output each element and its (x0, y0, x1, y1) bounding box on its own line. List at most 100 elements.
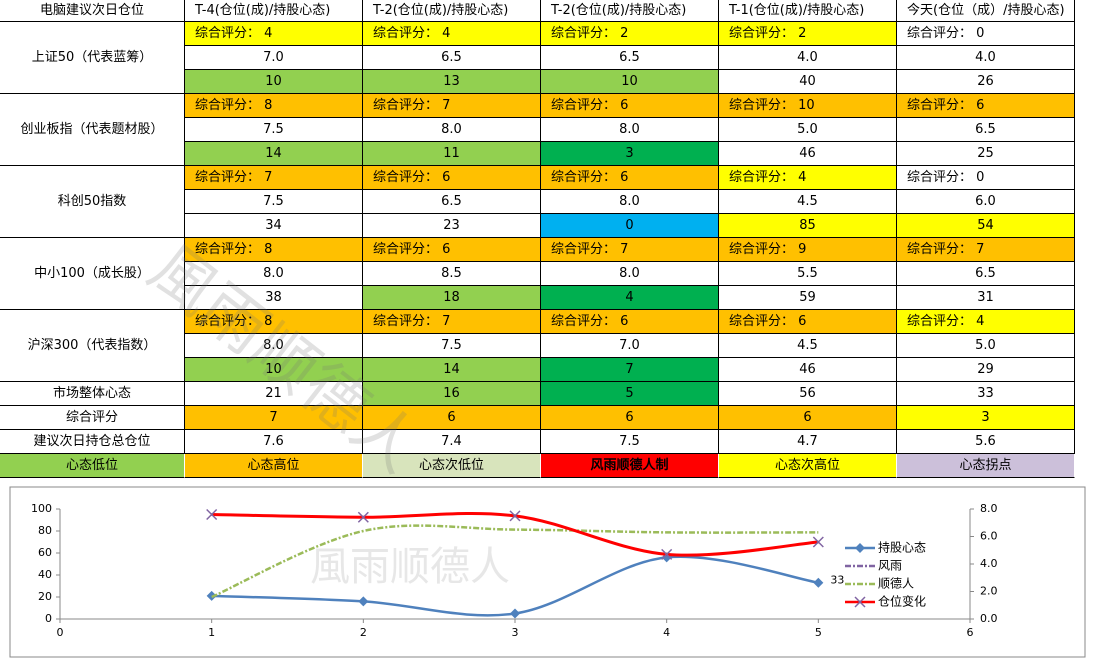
score-cell: 综合评分： 8 (185, 238, 363, 262)
text: 综合评分： (551, 314, 617, 329)
position-cell: 6.5 (363, 46, 541, 70)
position-cell: 7.0 (541, 334, 719, 358)
score-cell: 综合评分： 7 (541, 238, 719, 262)
row-label: 科创50指数 (0, 166, 185, 238)
summary-cell: 5.6 (897, 430, 1075, 454)
y-tick-label: 0 (45, 612, 52, 625)
y-tick-label: 40 (38, 568, 52, 581)
position-cell: 8.0 (541, 262, 719, 286)
summary-cell: 56 (719, 382, 897, 406)
x-tick-label: 0 (57, 626, 64, 639)
series-line (211, 511, 819, 557)
header-cell: 电脑建议次日仓位 (0, 0, 185, 22)
text: 4 (442, 26, 451, 41)
text: 8 (264, 98, 273, 113)
row-label: 上证50（代表蓝筹） (0, 22, 185, 94)
summary-cell: 16 (363, 382, 541, 406)
mood-cell: 25 (897, 142, 1075, 166)
x-tick-label: 5 (815, 626, 822, 639)
text: 6 (976, 98, 985, 113)
mood-cell: 0 (541, 214, 719, 238)
text: 6 (620, 314, 629, 329)
text: 6 (442, 170, 451, 185)
text: 综合评分： (907, 314, 973, 329)
mood-cell: 26 (897, 70, 1075, 94)
text: 8 (264, 242, 273, 257)
marker (206, 590, 217, 601)
mood-cell: 40 (719, 70, 897, 94)
mood-cell: 7 (541, 358, 719, 382)
text: 综合评分： (373, 98, 439, 113)
text: 4 (264, 26, 273, 41)
text: 10 (798, 98, 815, 113)
mood-cell: 10 (185, 358, 363, 382)
text: 综合评分： (195, 242, 261, 257)
position-cell: 7.5 (185, 118, 363, 142)
marker (509, 510, 521, 522)
position-cell: 7.5 (363, 334, 541, 358)
series-line (211, 524, 819, 599)
score-cell: 综合评分： 0 (897, 22, 1075, 46)
position-cell: 4.0 (897, 46, 1075, 70)
x-tick-label: 6 (967, 626, 974, 639)
text: 综合评分： (195, 314, 261, 329)
position-cell: 6.0 (897, 190, 1075, 214)
header-cell: T-2(仓位(成)/持股心态) (541, 0, 719, 22)
mood-cell: 31 (897, 286, 1075, 310)
chart-frame (9, 486, 1086, 658)
mood-cell: 46 (719, 142, 897, 166)
position-cell: 5.0 (719, 118, 897, 142)
data-label: 33 (830, 574, 844, 587)
position-cell: 8.0 (363, 118, 541, 142)
mood-cell: 14 (185, 142, 363, 166)
mood-cell: 3 (541, 142, 719, 166)
text: 综合评分： (907, 98, 973, 113)
text: 综合评分： (907, 242, 973, 257)
position-cell: 8.0 (541, 190, 719, 214)
score-cell: 综合评分： 6 (363, 238, 541, 262)
mood-cell: 14 (363, 358, 541, 382)
row-label: 创业板指（代表题材股） (0, 94, 185, 166)
y2-tick-label: 0.0 (980, 612, 998, 625)
position-cell: 8.0 (541, 118, 719, 142)
legend-cell: 心态次低位 (363, 454, 541, 478)
mood-cell: 4 (541, 286, 719, 310)
text: 6 (620, 170, 629, 185)
legend-cell: 心态低位 (0, 454, 185, 478)
text: 综合评分： (373, 170, 439, 185)
text: 综合评分： (729, 170, 795, 185)
text: 综合评分： (195, 26, 261, 41)
mood-cell: 85 (719, 214, 897, 238)
legend-cell: 风雨顺德人制 (541, 454, 719, 478)
marker (357, 511, 369, 523)
score-cell: 综合评分： 6 (541, 166, 719, 190)
text: 6 (620, 98, 629, 113)
text: 4 (798, 170, 807, 185)
text: 综合评分： (551, 98, 617, 113)
position-cell: 8.0 (185, 334, 363, 358)
score-cell: 综合评分： 7 (897, 238, 1075, 262)
text: 7 (976, 242, 985, 257)
row-label: 中小100（成长股） (0, 238, 185, 310)
marker (813, 577, 824, 588)
summary-cell: 7 (185, 406, 363, 430)
legend-label: 持股心态 (878, 540, 926, 555)
text: 2 (620, 26, 629, 41)
summary-cell: 3 (897, 406, 1075, 430)
score-cell: 综合评分： 4 (185, 22, 363, 46)
mood-cell: 54 (897, 214, 1075, 238)
score-cell: 综合评分： 6 (897, 94, 1075, 118)
text: 综合评分： (551, 242, 617, 257)
legend-label: 仓位变化 (878, 594, 926, 609)
score-cell: 综合评分： 9 (719, 238, 897, 262)
mood-cell: 34 (185, 214, 363, 238)
summary-cell: 7.5 (541, 430, 719, 454)
score-cell: 综合评分： 2 (719, 22, 897, 46)
text: 0 (976, 170, 985, 185)
mood-cell: 46 (719, 358, 897, 382)
score-cell: 综合评分： 6 (541, 310, 719, 334)
mood-cell: 59 (719, 286, 897, 310)
row-label: 沪深300（代表指数） (0, 310, 185, 382)
marker (661, 548, 673, 560)
row-label: 综合评分 (0, 406, 185, 430)
